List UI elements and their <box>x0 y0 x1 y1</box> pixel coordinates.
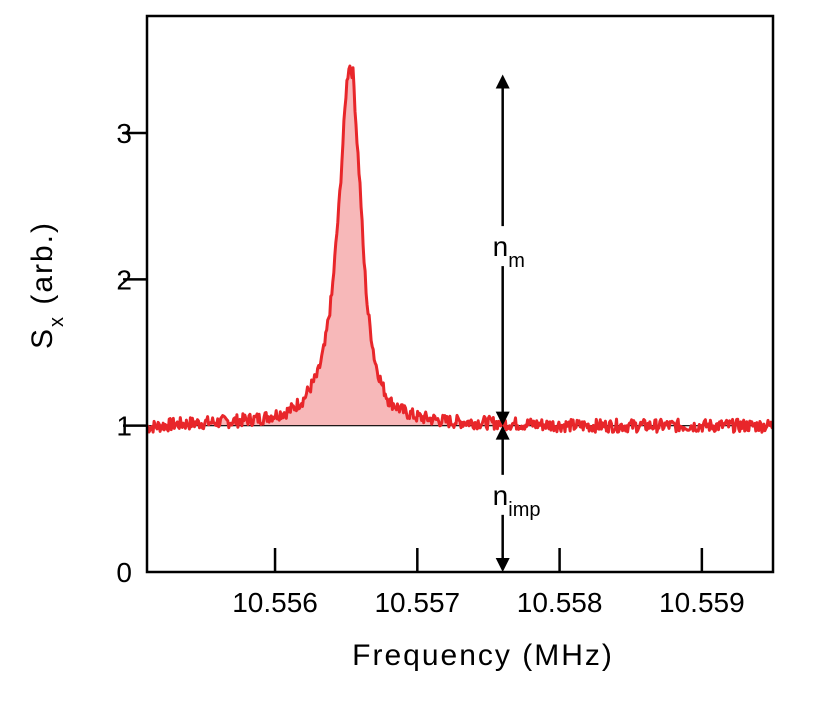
x-tick-label: 10.558 <box>517 587 603 618</box>
peak-fill-area <box>147 66 773 426</box>
series-line <box>145 64 774 434</box>
y-axis-title: Sx (arb.) <box>26 221 68 349</box>
annotation-label: nimp <box>493 480 541 521</box>
annotation-label: nm <box>493 231 525 272</box>
annotation-label-bg <box>490 474 557 515</box>
annotation-arrow-head-down <box>495 411 510 426</box>
x-tick-label: 10.559 <box>659 587 745 618</box>
annotations: nm nimp <box>490 74 557 572</box>
annotation-arrow-head-up <box>495 74 510 89</box>
y-axis-title-sub: x <box>46 315 68 327</box>
annotation-arrow-head-down <box>495 558 510 572</box>
x-axis-ticks: 10.556 10.557 10.558 10.559 <box>232 548 745 618</box>
series-trace <box>145 64 774 434</box>
x-tick-label: 10.557 <box>374 587 460 618</box>
y-axis-ticks: 0 1 2 3 <box>116 118 147 588</box>
y-tick-label: 2 <box>116 264 132 295</box>
y-tick-label: 1 <box>116 411 132 442</box>
peak-fill <box>147 66 773 426</box>
annotation-arrow-head-up <box>495 425 510 440</box>
y-axis-title-suffix: (arb.) <box>26 221 59 315</box>
y-tick-label: 0 <box>116 557 132 588</box>
y-tick-label: 3 <box>116 118 132 149</box>
plot-frame <box>145 14 775 574</box>
plot-border <box>145 14 775 574</box>
y-axis-title-main: S <box>26 327 59 349</box>
x-tick-label: 10.556 <box>232 587 318 618</box>
annotation-label-bg <box>490 226 535 267</box>
x-axis-title: Frequency (MHz) <box>352 639 614 672</box>
